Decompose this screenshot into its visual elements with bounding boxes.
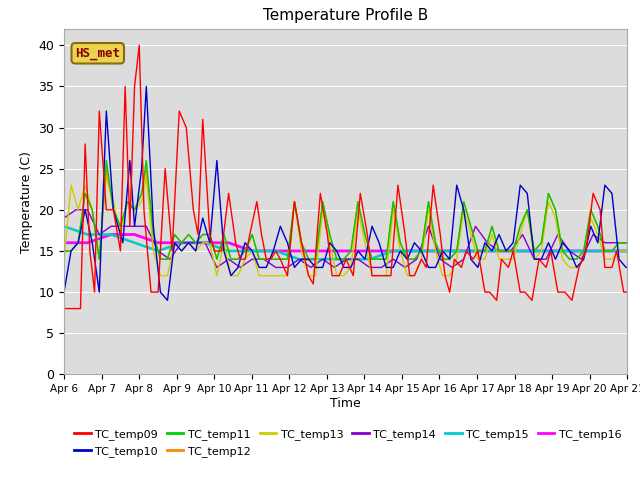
TC_temp10 — [143, 84, 150, 89]
TC_temp15 — [403, 248, 411, 254]
TC_temp12 — [476, 248, 484, 254]
TC_temp16 — [300, 248, 308, 254]
TC_temp09 — [60, 306, 68, 312]
Line: TC_temp14: TC_temp14 — [64, 210, 627, 267]
TC_temp16 — [60, 240, 68, 246]
TC_temp12 — [237, 252, 245, 258]
TC_temp13 — [378, 273, 385, 278]
TC_temp15 — [476, 248, 483, 254]
TC_temp14 — [574, 254, 582, 260]
TC_temp13 — [623, 248, 631, 254]
TC_temp16 — [574, 248, 582, 254]
Line: TC_temp10: TC_temp10 — [64, 86, 627, 300]
TC_temp11 — [95, 256, 103, 262]
TC_temp13 — [574, 263, 582, 269]
Line: TC_temp15: TC_temp15 — [64, 226, 627, 259]
TC_temp09 — [237, 256, 244, 262]
TC_temp13 — [237, 264, 245, 270]
TC_temp13 — [60, 256, 68, 262]
TC_temp11 — [300, 245, 308, 251]
Line: TC_temp09: TC_temp09 — [64, 45, 627, 309]
TC_temp09 — [476, 255, 483, 261]
TC_temp10 — [164, 298, 172, 303]
TC_temp14 — [60, 215, 68, 221]
TC_temp16 — [237, 244, 244, 250]
TC_temp11 — [60, 248, 68, 254]
TC_temp15 — [236, 248, 243, 254]
Title: Temperature Profile B: Temperature Profile B — [263, 9, 428, 24]
TC_temp15 — [376, 252, 384, 258]
TC_temp14 — [378, 264, 385, 270]
TC_temp15 — [573, 248, 580, 254]
TC_temp13 — [102, 174, 110, 180]
TC_temp11 — [404, 256, 412, 262]
TC_temp11 — [476, 248, 484, 254]
TC_temp09 — [376, 273, 384, 278]
TC_temp16 — [248, 248, 256, 254]
TC_temp09 — [136, 42, 143, 48]
TC_temp12 — [378, 256, 385, 262]
Line: TC_temp12: TC_temp12 — [64, 168, 627, 259]
TC_temp10 — [574, 263, 582, 269]
TC_temp14 — [404, 262, 412, 268]
TC_temp14 — [237, 264, 245, 269]
TC_temp14 — [476, 230, 484, 236]
Text: HS_met: HS_met — [76, 47, 120, 60]
TC_temp11 — [237, 252, 245, 258]
TC_temp13 — [157, 273, 164, 278]
TC_temp10 — [237, 252, 245, 258]
TC_temp10 — [60, 289, 68, 295]
TC_temp12 — [574, 255, 582, 261]
TC_temp12 — [623, 240, 631, 246]
TC_temp10 — [404, 253, 412, 259]
Line: TC_temp13: TC_temp13 — [64, 177, 627, 276]
TC_temp15 — [299, 256, 307, 262]
Legend: TC_temp09, TC_temp10, TC_temp11, TC_temp12, TC_temp13, TC_temp14, TC_temp15, TC_: TC_temp09, TC_temp10, TC_temp11, TC_temp… — [70, 425, 626, 461]
TC_temp15 — [60, 223, 68, 229]
TC_temp09 — [299, 245, 307, 251]
TC_temp12 — [404, 256, 412, 262]
TC_temp11 — [574, 255, 582, 261]
TC_temp16 — [476, 248, 484, 254]
TC_temp13 — [476, 256, 484, 262]
Line: TC_temp16: TC_temp16 — [64, 235, 627, 251]
TC_temp12 — [95, 256, 103, 262]
TC_temp14 — [300, 260, 308, 265]
TC_temp15 — [623, 248, 631, 254]
TC_temp09 — [623, 289, 631, 295]
TC_temp13 — [300, 256, 308, 262]
TC_temp16 — [623, 248, 631, 254]
TC_temp10 — [378, 248, 385, 254]
TC_temp14 — [72, 207, 79, 213]
TC_temp16 — [404, 248, 412, 254]
Line: TC_temp11: TC_temp11 — [64, 160, 627, 259]
TC_temp14 — [623, 240, 631, 246]
TC_temp09 — [403, 252, 411, 258]
TC_temp12 — [300, 245, 308, 251]
TC_temp11 — [623, 240, 631, 246]
Y-axis label: Temperature (C): Temperature (C) — [20, 151, 33, 252]
TC_temp12 — [102, 166, 110, 171]
TC_temp10 — [476, 256, 484, 262]
TC_temp13 — [404, 273, 412, 278]
TC_temp11 — [102, 157, 110, 163]
TC_temp16 — [107, 232, 115, 238]
TC_temp10 — [623, 264, 631, 270]
TC_temp10 — [300, 256, 308, 262]
TC_temp12 — [60, 248, 68, 254]
TC_temp14 — [213, 264, 221, 270]
X-axis label: Time: Time — [330, 397, 361, 410]
TC_temp15 — [295, 256, 303, 262]
TC_temp11 — [378, 256, 385, 262]
TC_temp09 — [573, 276, 580, 281]
TC_temp16 — [378, 248, 385, 254]
